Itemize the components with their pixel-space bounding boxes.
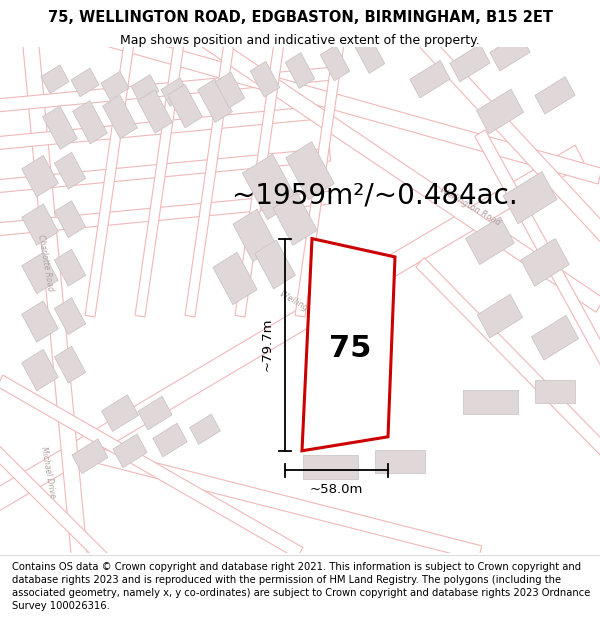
Polygon shape	[71, 68, 99, 97]
Polygon shape	[355, 38, 385, 73]
Text: ~79.7m: ~79.7m	[260, 318, 274, 371]
Polygon shape	[22, 253, 58, 294]
Polygon shape	[503, 172, 557, 224]
Polygon shape	[43, 106, 77, 149]
Polygon shape	[185, 35, 235, 317]
Text: Charlotte Road: Charlotte Road	[35, 233, 55, 291]
Polygon shape	[98, 28, 600, 184]
Polygon shape	[138, 396, 172, 430]
Polygon shape	[415, 31, 600, 246]
Polygon shape	[135, 35, 185, 317]
Polygon shape	[131, 74, 159, 103]
Text: ~1959m²/~0.484ac.: ~1959m²/~0.484ac.	[232, 181, 518, 209]
Polygon shape	[22, 204, 58, 246]
Polygon shape	[273, 193, 317, 246]
Text: Michael Drive: Michael Drive	[39, 446, 57, 499]
Polygon shape	[101, 395, 139, 431]
Polygon shape	[101, 71, 129, 100]
Text: 75: 75	[329, 334, 371, 363]
Polygon shape	[242, 154, 298, 219]
Polygon shape	[22, 349, 58, 391]
Polygon shape	[302, 455, 358, 479]
Polygon shape	[0, 145, 585, 519]
Polygon shape	[285, 52, 315, 89]
Text: ~58.0m: ~58.0m	[310, 483, 363, 496]
Polygon shape	[375, 450, 425, 473]
Polygon shape	[302, 239, 395, 451]
Polygon shape	[450, 44, 490, 82]
Polygon shape	[0, 441, 124, 579]
Polygon shape	[250, 61, 280, 97]
Polygon shape	[535, 380, 575, 403]
Polygon shape	[535, 77, 575, 114]
Polygon shape	[55, 249, 86, 286]
Text: Map shows position and indicative extent of the property.: Map shows position and indicative extent…	[120, 34, 480, 47]
Polygon shape	[137, 90, 172, 133]
Polygon shape	[215, 72, 245, 108]
Polygon shape	[475, 130, 600, 373]
Polygon shape	[22, 35, 88, 565]
Polygon shape	[153, 423, 187, 457]
Polygon shape	[167, 84, 202, 128]
Polygon shape	[98, 449, 482, 561]
Polygon shape	[73, 101, 107, 144]
Polygon shape	[477, 294, 523, 338]
Polygon shape	[22, 156, 58, 197]
Polygon shape	[466, 217, 514, 264]
Polygon shape	[72, 439, 108, 474]
Polygon shape	[476, 89, 524, 134]
Text: Wellington Road: Wellington Road	[438, 185, 502, 228]
Polygon shape	[161, 78, 189, 106]
Polygon shape	[22, 301, 58, 343]
Polygon shape	[55, 201, 86, 238]
Polygon shape	[85, 35, 135, 317]
Polygon shape	[532, 315, 578, 360]
Text: 75, WELLINGTON ROAD, EDGBASTON, BIRMINGHAM, B15 2ET: 75, WELLINGTON ROAD, EDGBASTON, BIRMINGH…	[47, 10, 553, 25]
Text: Contains OS data © Crown copyright and database right 2021. This information is : Contains OS data © Crown copyright and d…	[12, 562, 590, 611]
Polygon shape	[416, 258, 600, 461]
Polygon shape	[213, 253, 257, 304]
Polygon shape	[41, 65, 69, 94]
Polygon shape	[0, 375, 303, 559]
Polygon shape	[463, 391, 517, 414]
Polygon shape	[0, 191, 331, 236]
Polygon shape	[490, 34, 530, 71]
Polygon shape	[190, 414, 220, 444]
Polygon shape	[113, 434, 147, 468]
Polygon shape	[320, 45, 350, 81]
Polygon shape	[233, 209, 277, 262]
Polygon shape	[410, 61, 450, 98]
Text: Wellington Road: Wellington Road	[278, 289, 342, 332]
Polygon shape	[0, 148, 331, 193]
Polygon shape	[197, 79, 232, 122]
Polygon shape	[196, 29, 600, 312]
Polygon shape	[55, 298, 86, 334]
Polygon shape	[0, 68, 331, 112]
Polygon shape	[0, 105, 331, 150]
Polygon shape	[295, 35, 345, 317]
Polygon shape	[55, 152, 86, 189]
Polygon shape	[286, 142, 334, 200]
Polygon shape	[103, 95, 137, 139]
Polygon shape	[235, 35, 285, 317]
Polygon shape	[254, 240, 295, 289]
Polygon shape	[55, 346, 86, 383]
Polygon shape	[521, 239, 569, 286]
